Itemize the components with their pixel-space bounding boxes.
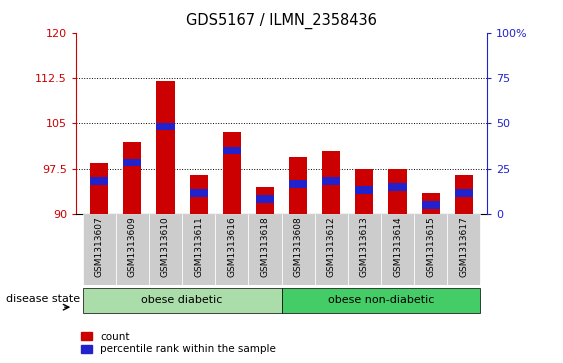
Text: GSM1313612: GSM1313612 [327,216,336,277]
FancyBboxPatch shape [83,214,116,285]
Bar [90,163,108,214]
FancyBboxPatch shape [248,214,282,285]
Bar [455,189,473,197]
Bar [355,169,373,214]
FancyBboxPatch shape [282,288,480,313]
Legend: count, percentile rank within the sample: count, percentile rank within the sample [81,332,276,354]
Text: obese diabetic: obese diabetic [141,295,223,305]
Text: disease state: disease state [6,294,80,304]
FancyBboxPatch shape [348,214,381,285]
Bar [289,180,307,188]
FancyBboxPatch shape [83,288,282,313]
Bar [190,175,208,214]
Bar [455,175,473,214]
Bar [256,195,274,203]
FancyBboxPatch shape [182,214,215,285]
Bar [322,151,340,214]
Bar [223,132,241,214]
Bar [256,187,274,214]
Text: obese non-diabetic: obese non-diabetic [328,295,434,305]
FancyBboxPatch shape [116,214,149,285]
Text: GSM1313611: GSM1313611 [194,216,203,277]
Text: GSM1313610: GSM1313610 [161,216,170,277]
FancyBboxPatch shape [149,214,182,285]
FancyBboxPatch shape [381,214,414,285]
Text: GSM1313617: GSM1313617 [459,216,468,277]
FancyBboxPatch shape [447,214,480,285]
Bar [223,147,241,154]
Bar [422,201,440,209]
Bar [322,177,340,184]
Text: GSM1313609: GSM1313609 [128,216,137,277]
Text: GSM1313615: GSM1313615 [426,216,435,277]
Bar [90,177,108,184]
FancyBboxPatch shape [215,214,248,285]
FancyBboxPatch shape [414,214,447,285]
Bar [123,159,141,166]
Bar [355,186,373,193]
Text: GSM1313613: GSM1313613 [360,216,369,277]
Text: GSM1313608: GSM1313608 [293,216,302,277]
Text: GSM1313607: GSM1313607 [95,216,104,277]
Text: GSM1313616: GSM1313616 [227,216,236,277]
Text: GSM1313618: GSM1313618 [261,216,270,277]
Text: GSM1313614: GSM1313614 [393,216,402,277]
FancyBboxPatch shape [282,214,315,285]
Bar [422,193,440,214]
Bar [157,81,175,214]
Text: GDS5167 / ILMN_2358436: GDS5167 / ILMN_2358436 [186,13,377,29]
Bar [123,142,141,214]
Bar [289,157,307,214]
Bar [157,123,175,130]
Bar [190,189,208,197]
FancyBboxPatch shape [315,214,348,285]
Bar [388,169,406,214]
Bar [388,183,406,191]
